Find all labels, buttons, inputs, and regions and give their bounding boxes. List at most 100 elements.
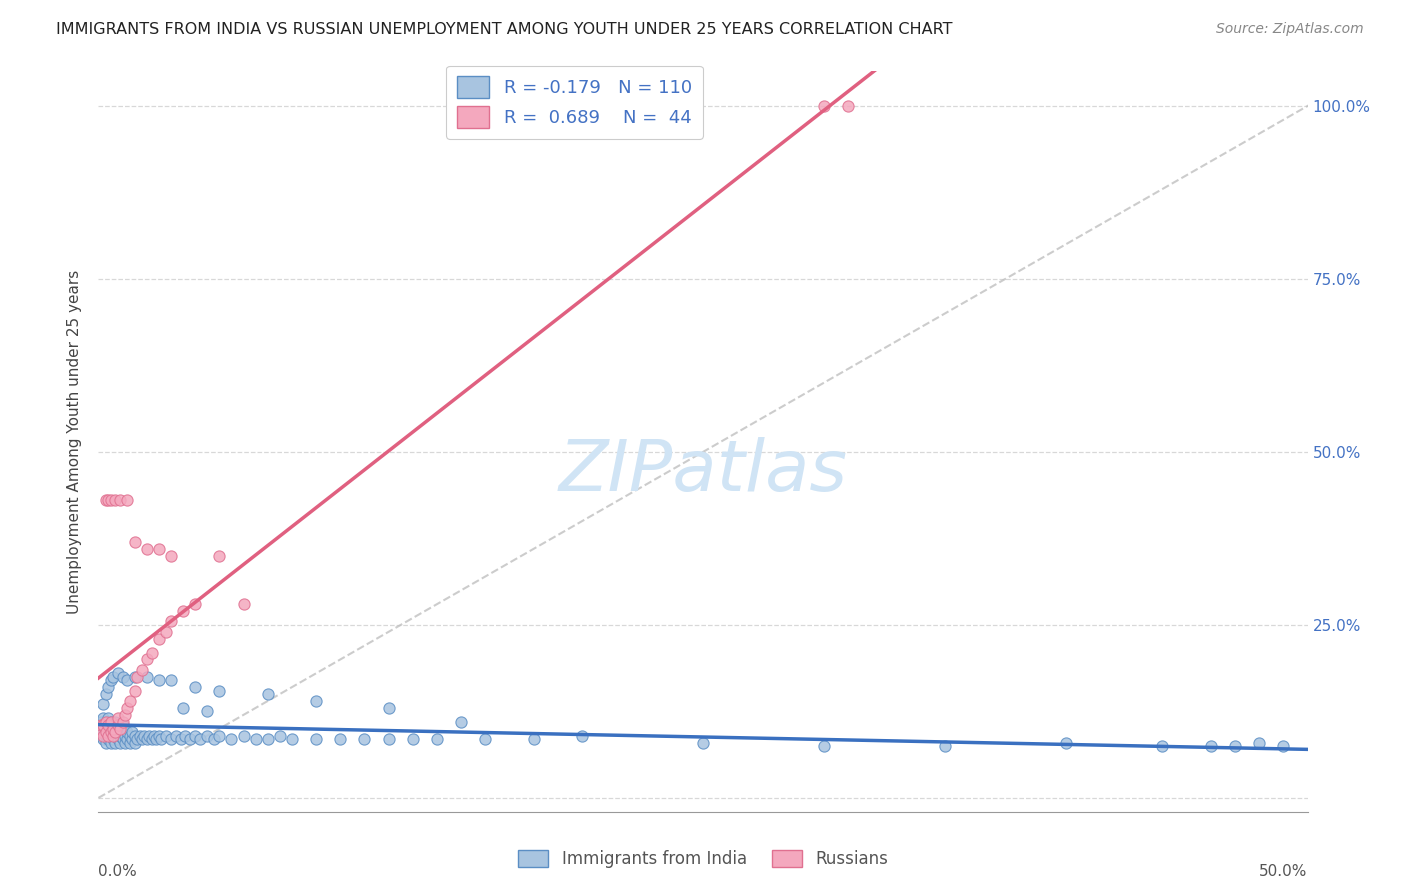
Point [523, 732, 546, 747]
Point [108, 729, 131, 743]
Point [172, 701, 194, 715]
Point [128, 729, 150, 743]
Point [104, 493, 127, 508]
Point [141, 646, 163, 660]
Point [124, 670, 146, 684]
Point [94, 687, 117, 701]
Point [108, 735, 131, 749]
Point [934, 739, 956, 753]
Point [94, 729, 117, 743]
Point [97, 711, 120, 725]
Point [208, 549, 231, 563]
Point [179, 732, 201, 747]
Point [155, 624, 177, 639]
Point [195, 705, 218, 719]
Point [124, 729, 146, 743]
Point [117, 673, 139, 688]
Point [104, 714, 127, 729]
Point [97, 732, 120, 747]
Point [100, 493, 122, 508]
Point [837, 99, 859, 113]
Point [111, 670, 134, 684]
Point [94, 493, 117, 508]
Legend: Immigrants from India, Russians: Immigrants from India, Russians [512, 843, 894, 875]
Point [100, 725, 122, 739]
Point [165, 729, 187, 743]
Point [118, 735, 141, 749]
Point [450, 714, 472, 729]
Point [172, 604, 194, 618]
Point [160, 549, 183, 563]
Point [1223, 739, 1246, 753]
Point [104, 729, 127, 743]
Legend: R = -0.179   N = 110, R =  0.689    N =  44: R = -0.179 N = 110, R = 0.689 N = 44 [446, 66, 703, 138]
Point [353, 732, 375, 747]
Point [111, 725, 134, 739]
Point [208, 683, 231, 698]
Point [148, 632, 170, 646]
Point [184, 680, 207, 694]
Point [94, 735, 117, 749]
Point [124, 735, 146, 749]
Point [101, 725, 124, 739]
Point [117, 701, 139, 715]
Point [813, 739, 835, 753]
Point [111, 714, 134, 729]
Point [138, 729, 160, 743]
Point [104, 722, 127, 736]
Text: ZIPatlas: ZIPatlas [558, 437, 848, 506]
Point [97, 729, 120, 743]
Point [184, 729, 207, 743]
Point [232, 597, 254, 611]
Point [111, 718, 134, 732]
Point [160, 615, 183, 629]
Point [118, 694, 141, 708]
Point [127, 732, 149, 747]
Point [100, 722, 122, 736]
Point [169, 732, 191, 747]
Point [97, 680, 120, 694]
Point [91, 718, 114, 732]
Point [94, 722, 117, 736]
Point [150, 732, 173, 747]
Point [91, 729, 114, 743]
Point [94, 725, 117, 739]
Point [1054, 735, 1077, 749]
Point [208, 729, 231, 743]
Point [1199, 739, 1222, 753]
Point [1249, 735, 1271, 749]
Point [329, 732, 352, 747]
Point [305, 694, 328, 708]
Point [127, 670, 149, 684]
Point [97, 718, 120, 732]
Point [101, 722, 124, 736]
Point [145, 732, 167, 747]
Point [101, 670, 124, 684]
Point [117, 493, 139, 508]
Point [91, 711, 114, 725]
Point [114, 707, 136, 722]
Point [131, 732, 153, 747]
Point [305, 732, 328, 747]
Point [245, 732, 267, 747]
Point [174, 729, 197, 743]
Point [377, 732, 399, 747]
Point [135, 732, 157, 747]
Point [232, 729, 254, 743]
Point [100, 735, 122, 749]
Point [91, 732, 114, 747]
Point [135, 652, 157, 666]
Point [100, 673, 122, 688]
Point [135, 541, 157, 556]
Point [692, 735, 714, 749]
Point [107, 732, 129, 747]
Point [104, 725, 127, 739]
Point [188, 732, 211, 747]
Point [184, 597, 207, 611]
Point [426, 732, 449, 747]
Point [114, 735, 136, 749]
Point [101, 729, 124, 743]
Text: Source: ZipAtlas.com: Source: ZipAtlas.com [1216, 22, 1364, 37]
Point [281, 732, 304, 747]
Point [108, 493, 131, 508]
